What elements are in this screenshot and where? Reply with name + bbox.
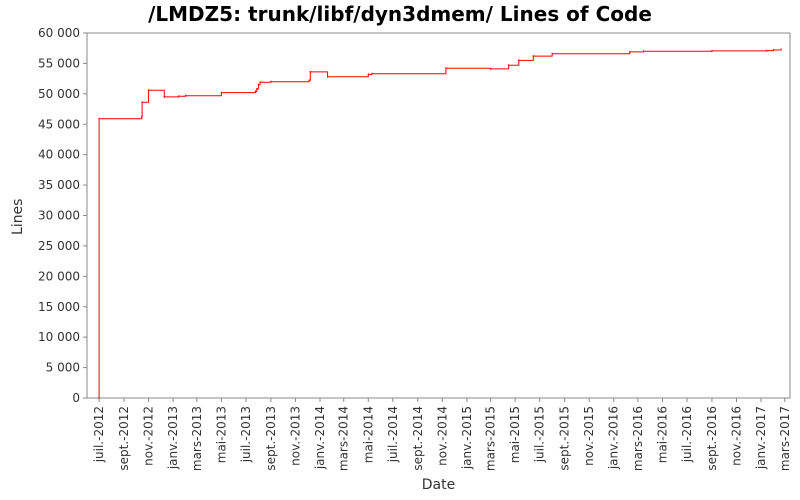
data-point: [270, 80, 272, 83]
x-axis: juil.-2012 sept.-2012 nov.-2012 janv.-2013 m…: [92, 398, 792, 471]
x-tick-label: janv.-2016: [607, 406, 621, 470]
x-tick-label: mai-2016: [655, 406, 669, 463]
x-tick-label: sept.-2015: [558, 406, 572, 471]
x-tick-label: mars-2013: [190, 406, 204, 471]
y-tick-label: 55 000: [38, 56, 80, 70]
x-tick-label: nov.-2014: [435, 406, 449, 466]
x-tick-label: mai-2013: [214, 406, 228, 463]
x-tick-label: sept.-2013: [264, 406, 278, 471]
data-point: [141, 115, 143, 118]
x-tick-label: mars-2017: [778, 406, 792, 471]
data-point: [141, 101, 143, 104]
y-tick-label: 35 000: [38, 178, 80, 192]
data-point: [308, 79, 310, 82]
data-point: [445, 67, 447, 70]
x-tick-label: janv.-2017: [754, 406, 768, 470]
x-tick-label: nov.-2012: [142, 406, 156, 466]
data-point: [518, 59, 520, 62]
data-point: [711, 49, 713, 52]
data-point: [629, 50, 631, 53]
x-tick-label: sept.-2014: [411, 406, 425, 471]
x-axis-title: Date: [422, 477, 455, 493]
chart-title: /LMDZ5: trunk/libf/dyn3dmem/ Lines of Co…: [148, 2, 652, 26]
series-line: [98, 49, 782, 398]
data-point: [773, 49, 775, 52]
x-tick-label: mars-2016: [631, 406, 645, 471]
data-point: [148, 89, 150, 92]
x-tick-label: mai-2014: [361, 406, 375, 463]
x-tick-label: sept.-2016: [705, 406, 719, 471]
x-tick-label: juil.-2012: [92, 406, 106, 463]
x-tick-label: mars-2014: [337, 406, 351, 471]
series-layer: [98, 48, 782, 399]
data-point: [220, 91, 222, 94]
x-tick-label: janv.-2013: [166, 406, 180, 470]
data-point: [256, 87, 258, 90]
y-tick-label: 25 000: [38, 239, 80, 253]
y-tick-label: 30 000: [38, 209, 80, 223]
x-tick-label: janv.-2015: [460, 406, 474, 470]
x-tick-label: mars-2015: [484, 406, 498, 471]
x-tick-label: sept.-2012: [117, 406, 131, 471]
y-tick-label: 5 000: [46, 361, 80, 375]
y-tick-label: 10 000: [38, 330, 80, 344]
data-point: [98, 397, 100, 399]
y-tick-label: 45 000: [38, 117, 80, 131]
data-point: [532, 55, 534, 58]
x-tick-label: nov.-2015: [582, 406, 596, 466]
y-tick-label: 20 000: [38, 269, 80, 283]
data-point: [178, 95, 180, 98]
data-point: [255, 90, 257, 93]
data-point: [371, 72, 373, 75]
data-point: [780, 48, 782, 51]
data-point: [98, 117, 100, 120]
data-point: [766, 49, 768, 52]
data-point: [257, 83, 259, 86]
x-tick-label: juil.-2014: [386, 406, 400, 463]
data-point: [185, 94, 187, 97]
data-point: [309, 70, 311, 73]
plot-area: [86, 32, 791, 399]
x-tick-label: juil.-2013: [239, 406, 253, 463]
y-tick-label: 50 000: [38, 87, 80, 101]
x-tick-label: janv.-2014: [313, 406, 327, 470]
data-point: [327, 75, 329, 78]
y-tick-label: 40 000: [38, 148, 80, 162]
y-tick-label: 15 000: [38, 300, 80, 314]
data-point: [643, 50, 645, 53]
data-point: [367, 73, 369, 76]
y-axis: 0 5 000 10 000 15 000 20 000 25 000 30 000 35 0…: [38, 26, 87, 405]
data-point: [259, 81, 261, 84]
y-tick-label: 60 000: [38, 26, 80, 40]
data-point: [508, 64, 510, 67]
data-point: [163, 95, 165, 98]
data-point: [490, 67, 492, 70]
data-point: [551, 52, 553, 55]
x-tick-label: juil.-2016: [680, 406, 694, 463]
x-tick-label: mai-2015: [508, 406, 522, 463]
x-tick-label: nov.-2013: [288, 406, 302, 466]
x-tick-label: juil.-2015: [533, 406, 547, 463]
y-tick-label: 0: [72, 391, 80, 405]
x-tick-label: nov.-2016: [729, 406, 743, 466]
